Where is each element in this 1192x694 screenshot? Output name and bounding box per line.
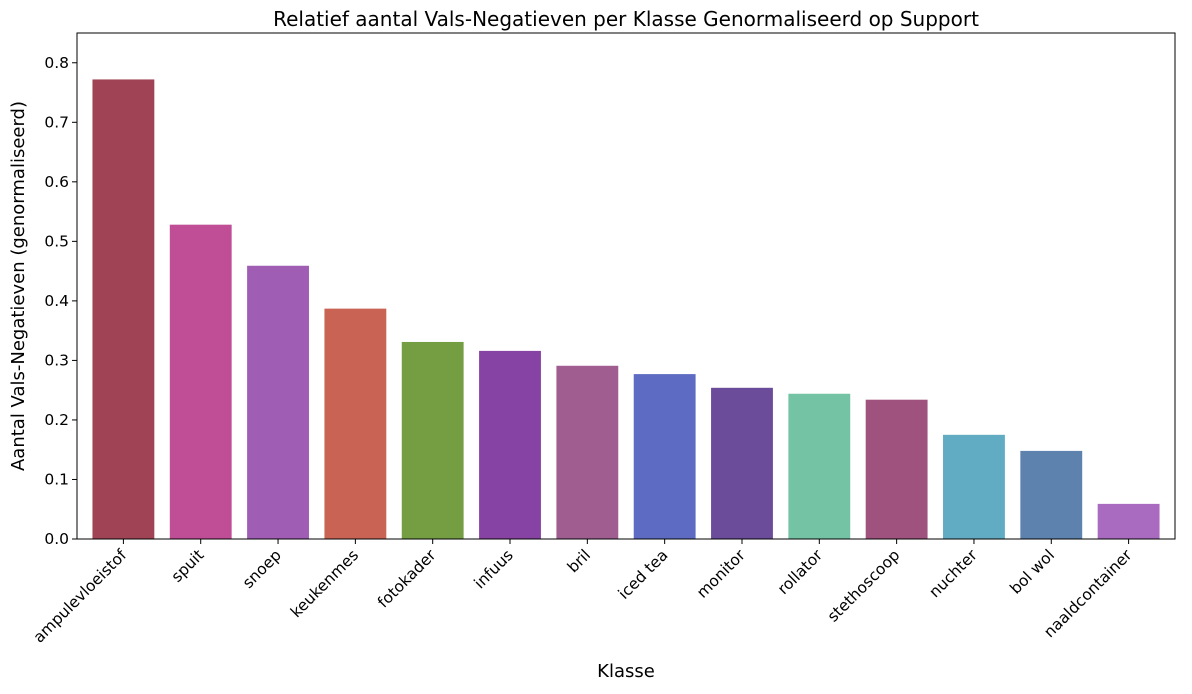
- x-tick-label: bol wol: [1006, 546, 1058, 598]
- bar-monitor: [711, 387, 773, 539]
- bar-infuus: [479, 350, 541, 539]
- x-tick-label: infuus: [471, 546, 517, 592]
- bar-spuit: [169, 224, 232, 539]
- bar-naaldcontainer: [1097, 503, 1160, 539]
- x-tick-label: spuit: [168, 546, 208, 586]
- x-tick-label: rollator: [774, 546, 826, 598]
- y-tick-label: 0.1: [44, 470, 69, 488]
- plot-frame: [76, 32, 1176, 540]
- bar-snoep: [247, 265, 309, 539]
- x-tick-label: nuchter: [926, 546, 982, 602]
- x-axis-ticks: ampulevloeistof spuit snoep keukenmes fotoka…: [30, 539, 1136, 647]
- bar-rollator: [788, 393, 851, 539]
- y-tick-label: 0.3: [44, 351, 69, 369]
- bar-bril: [556, 365, 619, 539]
- y-axis-ticks: 0.0 0.1 0.2 0.3 0.4 0.5 0.6 0.7 0.8: [44, 54, 77, 548]
- y-tick-label: 0.0: [44, 530, 69, 548]
- bar-stethoscoop: [865, 399, 928, 539]
- bar-ampulevloeistof: [92, 79, 155, 540]
- x-tick-label: fotokader: [374, 546, 440, 612]
- x-tick-label: monitor: [693, 546, 749, 602]
- x-tick-label: keukenmes: [287, 546, 362, 621]
- bar-fotokader: [401, 341, 464, 539]
- y-tick-label: 0.8: [44, 54, 69, 72]
- y-tick-label: 0.4: [44, 292, 69, 310]
- x-tick-label: snoep: [239, 546, 285, 592]
- y-tick-label: 0.5: [44, 232, 69, 250]
- chart-title: Relatief aantal Vals-Negatieven per Klas…: [273, 7, 979, 31]
- bar-bol-wol: [1020, 450, 1083, 539]
- y-tick-label: 0.6: [44, 173, 69, 191]
- bar-iced-tea: [633, 374, 696, 539]
- y-axis-label: Aantal Vals-Negatieven (genormaliseerd): [8, 101, 29, 471]
- bars-group: [92, 79, 1160, 540]
- x-tick-label: bril: [564, 546, 594, 576]
- y-tick-label: 0.2: [44, 411, 69, 429]
- x-tick-label: iced tea: [615, 546, 672, 603]
- x-tick-label: ampulevloeistof: [30, 546, 131, 647]
- x-axis-label: Klasse: [597, 661, 655, 682]
- bar-nuchter: [943, 434, 1005, 539]
- bar-keukenmes: [324, 308, 387, 539]
- y-tick-label: 0.7: [44, 113, 69, 131]
- x-tick-label: stethoscoop: [824, 546, 904, 626]
